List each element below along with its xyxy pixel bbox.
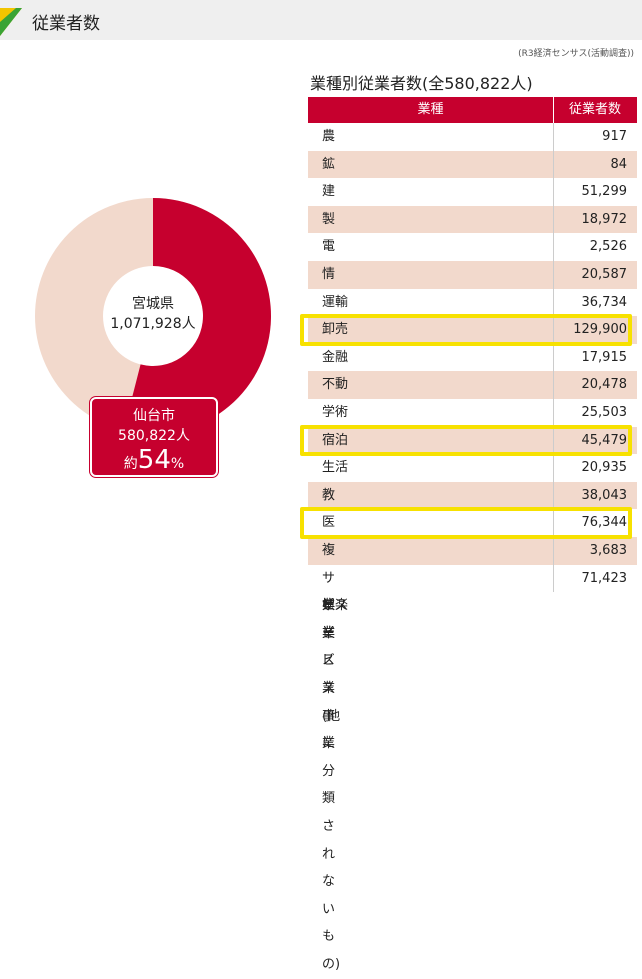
row-divider: [553, 150, 554, 179]
row-divider: [553, 343, 554, 372]
row-highlight: [300, 314, 632, 346]
row-value: 38,043: [581, 487, 628, 503]
row-name: 複合サービス事業: [322, 543, 336, 752]
row-bg: [308, 399, 637, 427]
row-bg: [308, 205, 637, 234]
row-value: 129,900: [573, 322, 627, 338]
row-value: 3,683: [589, 543, 627, 558]
center-name: 宮城県: [132, 296, 174, 312]
row-divider: [553, 454, 554, 482]
row-value: 45,479: [581, 432, 628, 448]
header-cell: 業種: [417, 102, 444, 117]
row-divider: [553, 261, 554, 289]
row-divider: [553, 178, 554, 206]
row-bg: [308, 481, 637, 510]
callout-total: 580,822人: [118, 428, 190, 444]
row-value: 71,423: [581, 570, 628, 586]
row-value: 20,478: [581, 377, 628, 393]
row-divider: [553, 233, 554, 261]
row-bg: [308, 316, 637, 344]
header-icon: [0, 8, 22, 36]
row-value: 2,526: [589, 239, 627, 255]
row-divider: [553, 426, 554, 455]
row-bg: [308, 343, 637, 372]
row-name: 建設業: [322, 184, 336, 254]
header-cell: 従業者数: [568, 102, 621, 117]
row-name: 情報通信業: [322, 267, 336, 392]
row-value: 917: [602, 129, 627, 144]
row-name: サービス業(他に分類されないもの): [322, 570, 341, 972]
row-bg: [308, 537, 637, 565]
row-bg: [308, 288, 637, 317]
row-value: 36,734: [581, 294, 628, 310]
row-value: 76,344: [581, 515, 628, 531]
row-bg: [308, 426, 637, 455]
row-bg: [308, 371, 637, 399]
row-value: 20,935: [581, 460, 628, 476]
row-name: 農林漁業: [322, 129, 336, 227]
row-value: 18,972: [581, 211, 628, 227]
page-title: 従業者数: [32, 14, 100, 34]
row-name: 教育、学習支援業: [322, 487, 348, 614]
callout-percent: 約54%: [92, 445, 216, 475]
row-bg: [308, 509, 637, 537]
row-divider: [553, 288, 554, 317]
center-total: 1,071,928人: [110, 316, 195, 332]
header-divider: [553, 97, 554, 123]
row-name: 製造業: [322, 211, 336, 282]
row-divider: [553, 399, 554, 427]
percent-unit: %: [170, 456, 185, 472]
row-divider: [553, 481, 554, 510]
percent-prefix: 約: [123, 456, 138, 472]
row-bg: [308, 233, 637, 261]
percent-value: 54: [137, 445, 171, 475]
row-divider: [553, 205, 554, 234]
row-bg: [308, 261, 637, 289]
donut-slice: [123, 198, 272, 434]
header-bar: [0, 0, 642, 40]
row-name: 金融業、保険業: [322, 349, 349, 448]
callout: 仙台市 580,822人 約54%: [90, 397, 218, 477]
row-name: 不動産業、物品賃貸業: [322, 377, 349, 530]
row-highlight: [300, 507, 632, 539]
row-bg: [308, 564, 637, 593]
source-note: (R3経済センサス(活動調査)): [518, 49, 634, 59]
row-value: 17,915: [581, 349, 628, 365]
row-divider: [553, 537, 554, 565]
row-name: 生活関連サービス業、娯楽業: [322, 460, 349, 641]
table-header-bg: [308, 97, 637, 123]
row-highlight: [300, 424, 632, 457]
row-name: 運輸業、郵便業: [322, 294, 349, 393]
row-name: 鉱業、採石業、砂利採取業: [322, 156, 348, 338]
row-bg: [308, 123, 637, 151]
row-value: 51,299: [581, 184, 628, 200]
row-bg: [308, 178, 637, 206]
row-value: 84: [610, 156, 627, 172]
row-divider: [553, 509, 554, 537]
row-divider: [553, 316, 554, 344]
row-name: 電気・ガス・熱供給・水道業: [322, 239, 348, 447]
row-name: 学術研究、専門・技術サービス業: [322, 405, 349, 641]
row-divider: [553, 371, 554, 399]
row-value: 25,503: [581, 405, 628, 420]
row-bg: [308, 150, 637, 179]
row-bg: [308, 454, 637, 482]
row-value: 20,587: [581, 267, 628, 282]
row-divider: [553, 123, 554, 151]
row-divider: [553, 564, 554, 593]
callout-name: 仙台市: [133, 408, 175, 424]
table-title: 業種別従業者数(全580,822人): [310, 74, 533, 93]
